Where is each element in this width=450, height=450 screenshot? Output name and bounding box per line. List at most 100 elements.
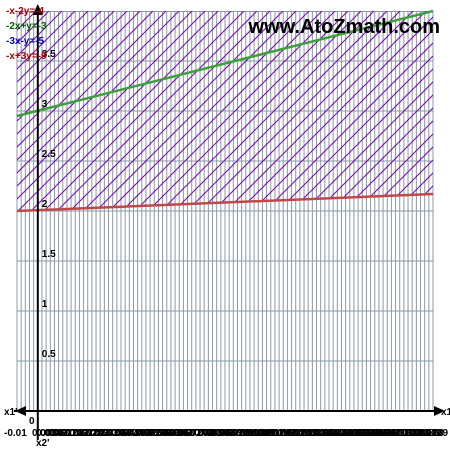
x-tick-label: 0.116: [269, 428, 294, 439]
hatch-line: [194, 11, 433, 211]
x-tick-label: 0.088: [211, 428, 236, 439]
hatch-line: [17, 11, 282, 211]
x-tick-label: 0.01: [49, 428, 69, 439]
x-tick-label: 0.008: [44, 428, 69, 439]
x-tick-label: 0.128: [294, 428, 319, 439]
x-tick-label: 0.15: [340, 428, 360, 439]
x-tick-label: 0.168: [377, 428, 402, 439]
x-tick-label: 0.03: [90, 428, 110, 439]
x-tick-label: 0.142: [323, 428, 348, 439]
x-tick-label: 0.078: [190, 428, 215, 439]
hatch-line: [17, 11, 178, 211]
x-tick-label: 0.054: [140, 428, 165, 439]
y-tick-label: 3: [42, 99, 48, 110]
hatch-line: [17, 11, 126, 211]
hatch-line: [17, 11, 204, 211]
x-tick-label: 0.096: [227, 428, 252, 439]
hatch-line: [350, 11, 433, 211]
red-line: [16, 192, 434, 213]
x-tick-label: 0.086: [207, 428, 232, 439]
hatch-line: [17, 11, 386, 211]
x-tick-label: 0.138: [315, 428, 340, 439]
hatch-line: [17, 11, 433, 211]
x-tick-label: 0.016: [61, 428, 86, 439]
x-tick-label: 0.044: [119, 428, 144, 439]
x-tick-label: 0.032: [94, 428, 119, 439]
x-tick-label: 0.16: [361, 428, 381, 439]
x-tick-label: 0.028: [86, 428, 111, 439]
x-tick-label: 0.104: [244, 428, 269, 439]
x-tick-label: 0.014: [57, 428, 82, 439]
x-tick-label: 0.102: [240, 428, 265, 439]
hatch-line: [442, 0, 450, 411]
x-tick-label: 0.156: [352, 428, 377, 439]
hatch-line: [389, 11, 433, 211]
x-tick-label: 0.162: [365, 428, 390, 439]
hatch-line: [116, 11, 433, 211]
x-tick-label: 0.05: [132, 428, 152, 439]
axes: x1 x1' x2'0: [4, 4, 450, 449]
x-axis-arrow-left: [15, 406, 26, 416]
x-tick-label: 0.146: [331, 428, 356, 439]
hatch-line: [142, 11, 433, 211]
hatch-line: [17, 11, 425, 211]
x-tick-label: 0.006: [40, 428, 65, 439]
legend-item: -x-2y=-4: [6, 6, 45, 17]
hatch-line: [17, 11, 243, 211]
x-tick-labels: -0.01 0.0020.0040.0060.0080.010.0120.0140…: [4, 428, 449, 439]
hatch-line: [17, 11, 360, 211]
hatch-line: [17, 11, 321, 211]
hatch-line: [17, 11, 334, 211]
hatch-line: [17, 11, 269, 211]
green-line: [16, 9, 434, 118]
y-tick-label: 1: [42, 299, 48, 310]
x-tick-label: 0.172: [386, 428, 411, 439]
hatch-line: [51, 11, 433, 211]
x-tick-label: 0.02: [69, 428, 89, 439]
x-tick-label: 0.14: [319, 428, 339, 439]
x-tick-label: 0.122: [282, 428, 307, 439]
x-tick-label: 0.126: [290, 428, 315, 439]
x-tick-label: 0.118: [273, 428, 298, 439]
x-tick-label: 0.066: [165, 428, 190, 439]
x-tick-label: 0.07: [173, 428, 193, 439]
hatch-line: [17, 11, 165, 211]
hatch-line: [17, 11, 433, 211]
hatch-line: [155, 11, 433, 211]
x-tick-label: 0.094: [223, 428, 248, 439]
legend-item: -x+3y=-9: [6, 51, 47, 62]
x-tick-label: 0.12: [277, 428, 297, 439]
hatch-line: [363, 11, 433, 211]
x-tick-label: 0.048: [128, 428, 153, 439]
x-tick-label: 0.034: [99, 428, 124, 439]
x-tick-label: 0.108: [252, 428, 277, 439]
x-tick-label: 0.018: [65, 428, 90, 439]
hatch-line: [402, 11, 433, 211]
x-tick-label: 0.036: [103, 428, 128, 439]
x-tick-label: 0.17: [381, 428, 401, 439]
x-axis-neg-label: x1': [4, 407, 18, 418]
x-tick-label: 19: [437, 428, 449, 439]
x-tick-label: 0.062: [157, 428, 182, 439]
hatch-line: [220, 11, 433, 211]
hatch-line: [17, 11, 139, 211]
hatch-line: [17, 11, 308, 211]
x-tick-label: 0.182: [406, 428, 431, 439]
x-tick-label: 0.068: [169, 428, 194, 439]
x-axis-arrow-right: [434, 406, 445, 416]
hatch-line: [17, 11, 399, 211]
x-tick-label: 0.11: [257, 428, 276, 439]
x-tick-label: 0.046: [123, 428, 148, 439]
x-tick-label: 0.052: [136, 428, 161, 439]
hatch-line: [17, 11, 295, 211]
x-tick-label: 0.042: [115, 428, 140, 439]
x-tick-label: 0.112: [261, 428, 286, 439]
x-tick-label: 0.178: [398, 428, 423, 439]
y-tick-label: 2.5: [42, 149, 56, 160]
y-tick-label: 1.5: [42, 249, 56, 260]
x-tick-label: 0.08: [194, 428, 214, 439]
x-tick-label: 0.004: [36, 428, 61, 439]
hatch-line: [17, 11, 347, 211]
x-tick-label: 0.124: [286, 428, 311, 439]
x-tick-label: 0.038: [107, 428, 132, 439]
